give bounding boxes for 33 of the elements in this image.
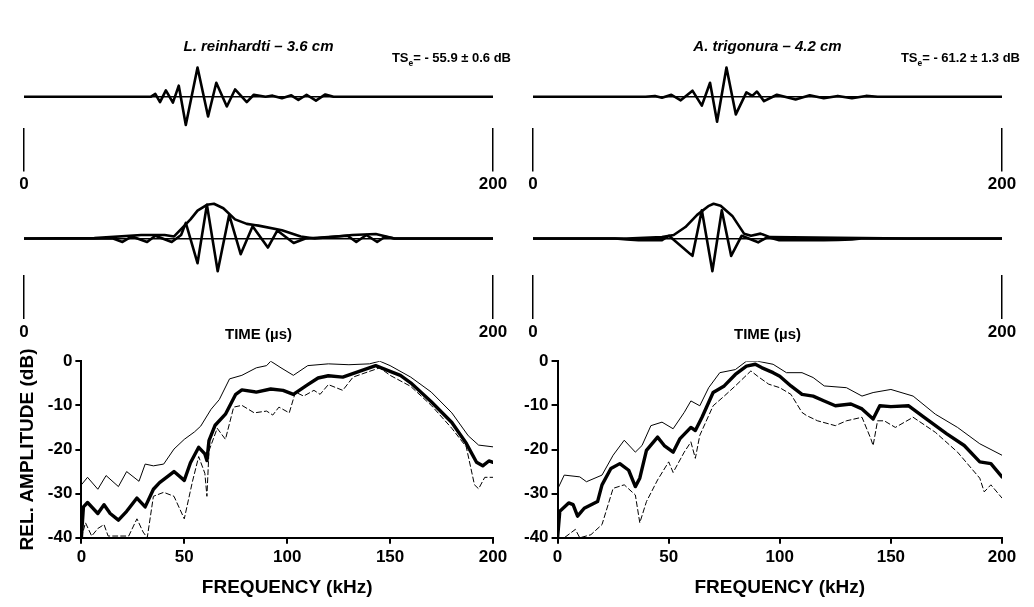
x-axis-title: TIME (µs) [734,325,801,343]
x-tick-label: 0 [552,546,563,566]
y-tick-label: 0 [62,350,73,370]
x-tick-label: 100 [765,546,794,566]
y-tick-label: -10 [47,395,73,415]
x-tick-label: 100 [273,546,302,566]
y-tick-label: -20 [523,439,549,459]
x-axis-title: FREQUENCY (kHz) [201,575,373,597]
y-tick-label: -30 [47,483,73,503]
y-tick-label: -40 [523,527,549,547]
y-tick-label: -20 [47,439,73,459]
chart-title: L. reinhardti – 3.6 cm [183,37,334,55]
y-axis-title: REL. AMPLITUDE (dB) [15,348,37,551]
x-tick-label: 200 [987,321,1017,341]
x-tick-label: 200 [987,174,1017,194]
y-tick-label: 0 [539,350,549,370]
x-tick-label: 0 [19,321,29,341]
x-tick-label: 200 [987,546,1017,566]
y-tick-label: -30 [523,483,549,503]
chart-title: A. trigonura – 4.2 cm [692,37,842,55]
x-tick-label: 50 [174,546,194,566]
y-tick-label: -40 [47,527,73,547]
x-tick-label: 50 [659,546,679,566]
x-tick-label: 150 [375,546,405,566]
x-tick-label: 200 [478,321,508,341]
x-tick-label: 150 [876,546,906,566]
x-axis-title: FREQUENCY (kHz) [694,575,866,597]
x-tick-label: 0 [76,546,87,566]
x-axis-title: TIME (µs) [225,325,292,343]
x-tick-label: 0 [19,174,29,194]
x-tick-label: 200 [478,174,508,194]
x-tick-label: 200 [478,546,508,566]
y-tick-label: -10 [523,395,549,415]
